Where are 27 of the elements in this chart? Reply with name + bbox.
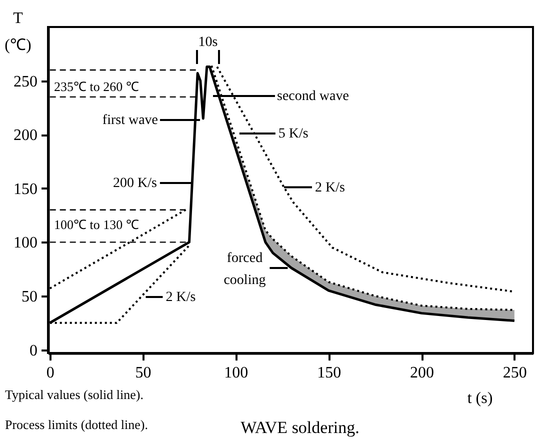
text: Process limits (dotted line). — [5, 417, 148, 432]
y-axis-title: T (℃) — [4, 10, 32, 54]
x-tick-label: 200 — [410, 364, 434, 382]
annotation: 235℃ to 260 ℃ — [54, 79, 139, 94]
y-tick-label: 250 — [14, 73, 38, 90]
annotation: 10s — [198, 35, 218, 50]
text: WAVE soldering. — [240, 418, 360, 437]
x-axis-title: t (s) — [467, 390, 493, 407]
x-tick-label: 0 — [46, 364, 54, 382]
y-tick-label: 150 — [14, 180, 38, 198]
annotation: 2 K/s — [166, 290, 196, 306]
x-tick-label: 50 — [135, 364, 152, 382]
text: Typical values (solid line). — [5, 387, 144, 402]
y-tick-label: 0 — [30, 342, 38, 360]
y-tick-label: 100 — [14, 234, 38, 252]
annotation: forced cooling — [224, 251, 266, 288]
x-tick-label: 100 — [224, 364, 248, 382]
x-tick-label: 150 — [317, 364, 342, 382]
y-tick-label: 200 — [14, 127, 38, 144]
y-tick-label: 50 — [22, 288, 38, 306]
annotation: 5 K/s — [278, 126, 308, 142]
annotation: 100℃ to 130 ℃ — [54, 217, 139, 232]
annotation: second wave — [277, 89, 349, 104]
annotation: 200 K/s — [112, 176, 157, 192]
annotation: first wave — [102, 113, 158, 128]
annotation: 2 K/s — [314, 180, 345, 196]
x-tick-label: 250 — [502, 364, 527, 382]
